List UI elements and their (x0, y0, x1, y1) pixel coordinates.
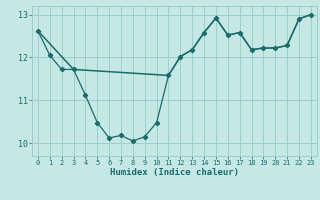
X-axis label: Humidex (Indice chaleur): Humidex (Indice chaleur) (110, 168, 239, 177)
